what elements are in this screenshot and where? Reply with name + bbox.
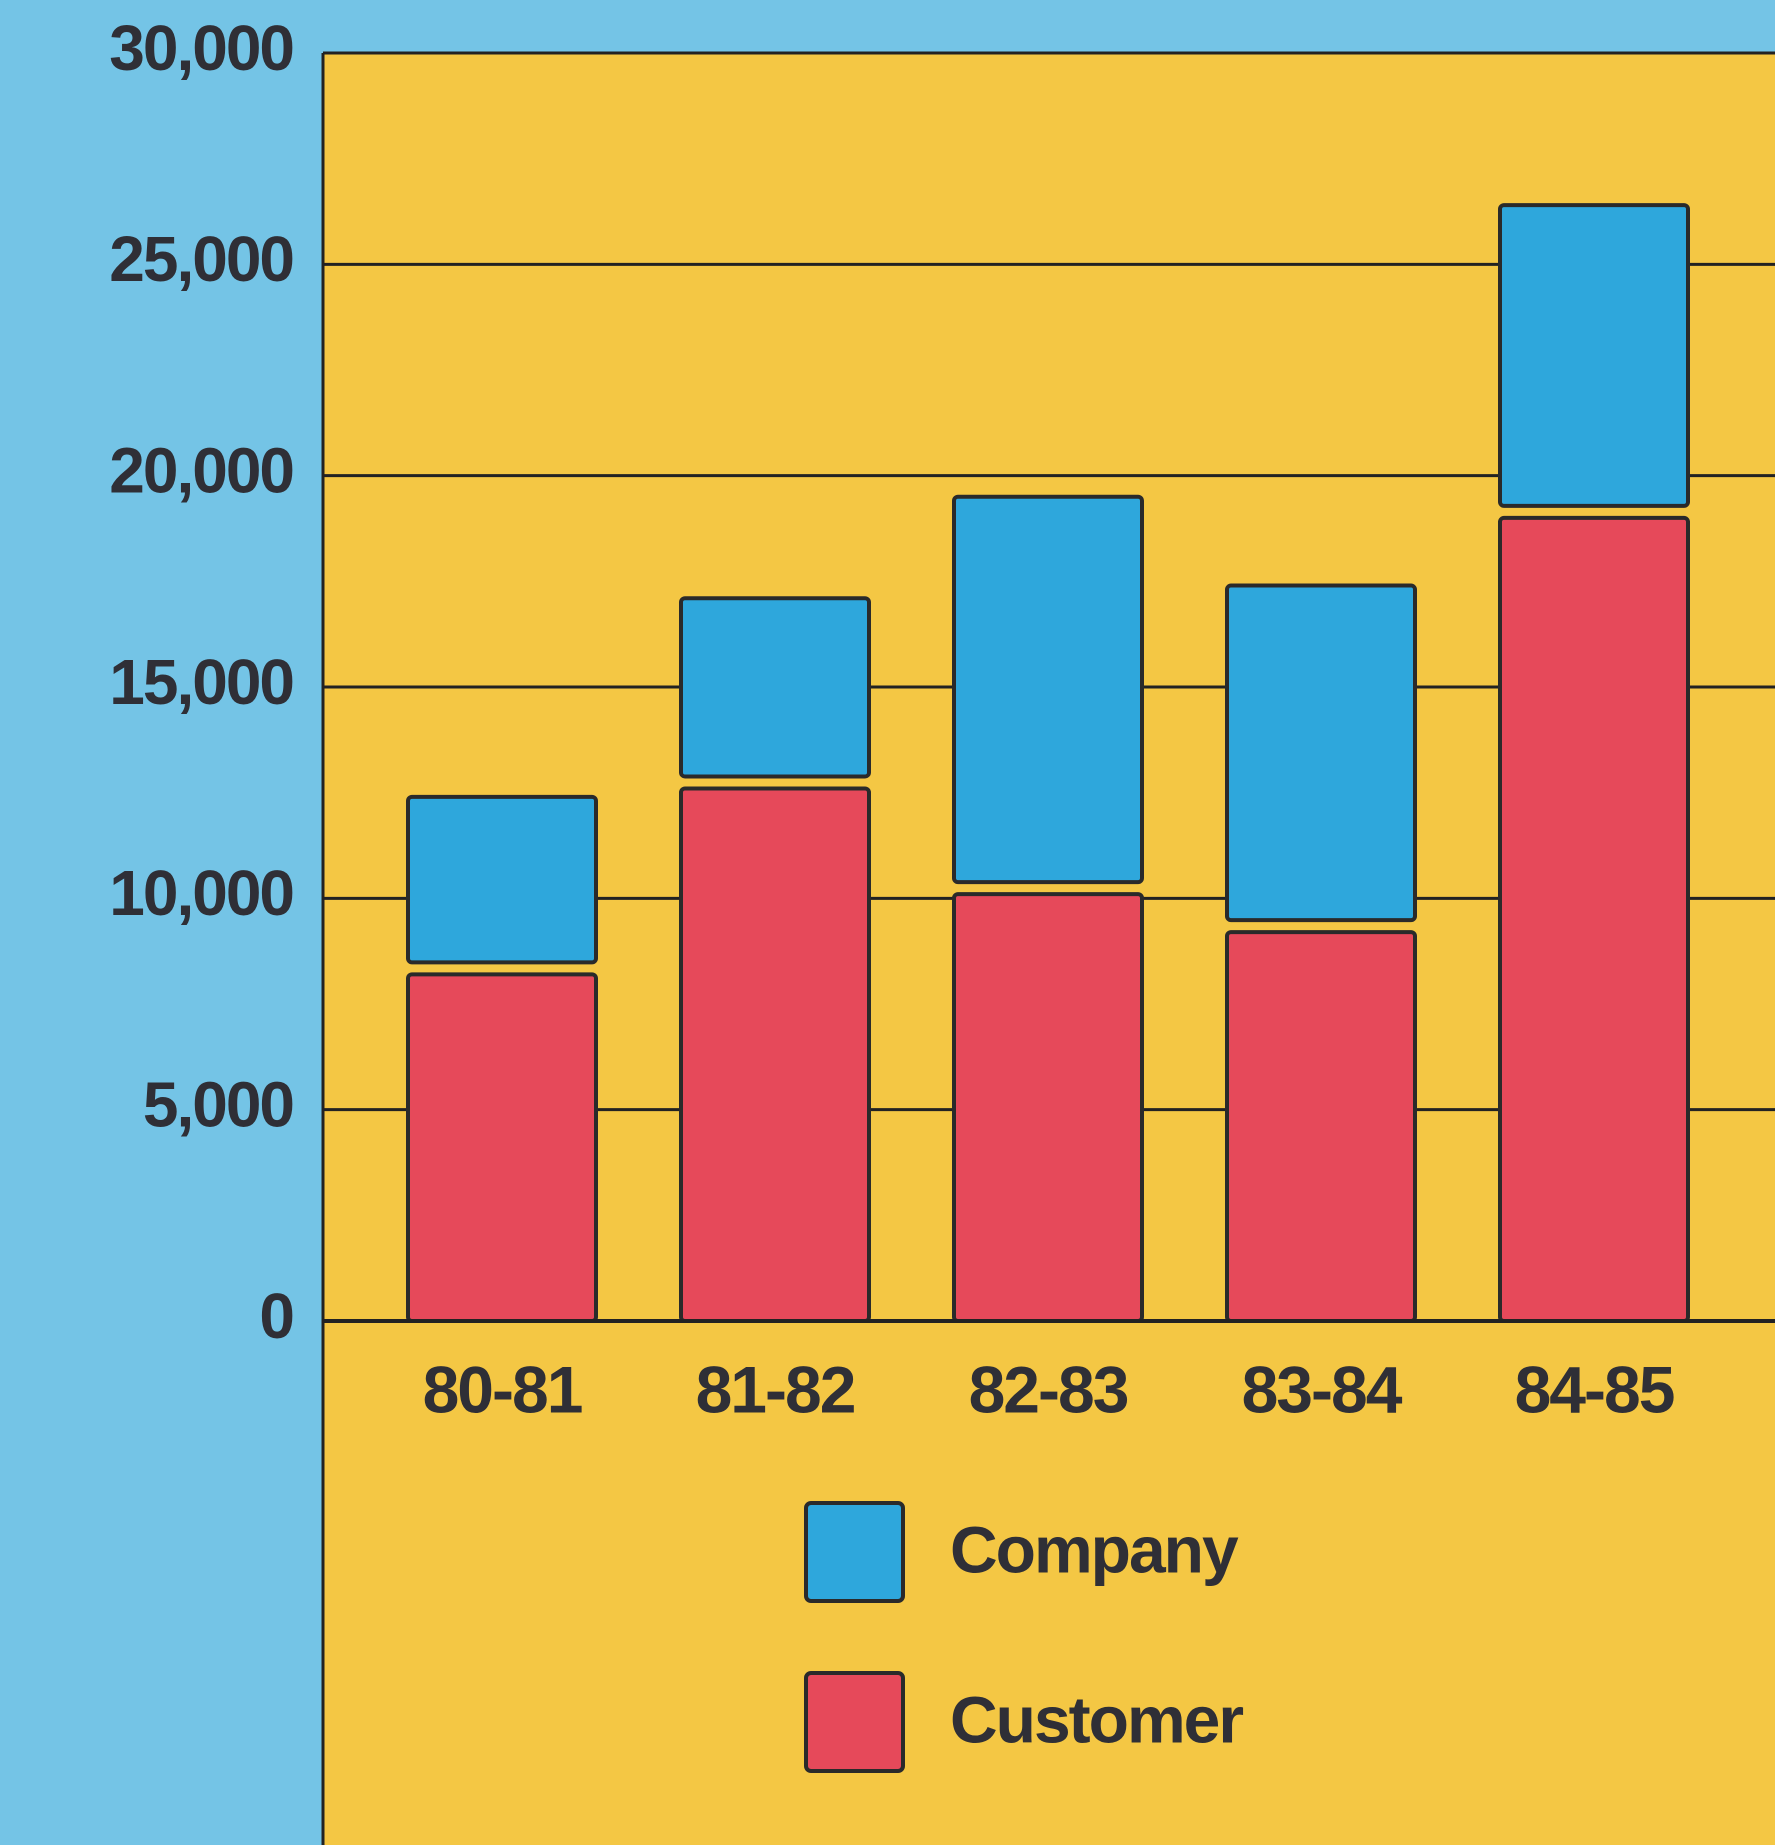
legend-swatch: [804, 1501, 905, 1603]
x-tick-label: 83-84: [1242, 1352, 1403, 1426]
y-tick-label: 15,000: [109, 646, 293, 718]
x-tick-label: 81-82: [696, 1352, 855, 1426]
x-tick-label: 80-81: [423, 1352, 582, 1426]
y-tick-label: 30,000: [109, 12, 293, 84]
y-tick-label: 20,000: [109, 435, 293, 507]
bar-segment: [1498, 515, 1690, 1323]
x-tick-label: 82-83: [969, 1352, 1128, 1426]
legend-label: Customer: [950, 1682, 1243, 1756]
bar-segment: [952, 892, 1144, 1324]
bar-segment: [679, 596, 871, 779]
bar-segment: [952, 494, 1144, 885]
bar-segment: [406, 972, 598, 1323]
bar-segment: [1225, 583, 1417, 923]
x-tick-label: 84-85: [1515, 1352, 1674, 1426]
y-tick-label: 5,000: [143, 1069, 293, 1141]
y-tick-label: 10,000: [109, 857, 293, 929]
legend-swatch: [804, 1671, 905, 1773]
y-tick-label: 25,000: [109, 223, 293, 295]
bar-segment: [679, 786, 871, 1323]
bar-segment: [1225, 930, 1417, 1323]
bar-segment: [406, 794, 598, 965]
y-tick-label: 0: [259, 1280, 293, 1352]
bar-segment: [1498, 203, 1690, 508]
legend-label: Company: [950, 1512, 1239, 1586]
